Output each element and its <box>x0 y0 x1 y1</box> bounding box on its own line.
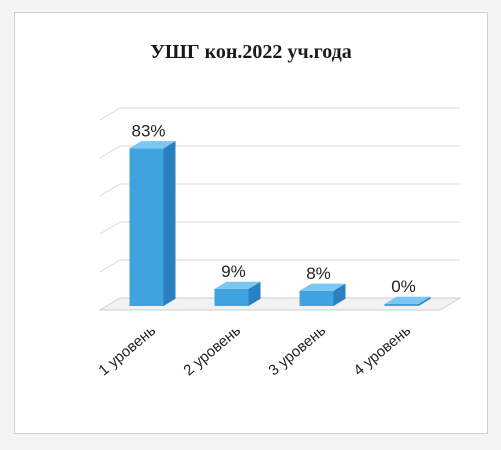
bar-side <box>164 141 176 306</box>
gridline-side <box>100 222 120 234</box>
bar-front <box>385 304 419 306</box>
bars <box>130 141 431 306</box>
bar <box>130 141 176 306</box>
bar <box>300 284 346 306</box>
category-label: 1 уровень <box>95 322 159 379</box>
bar-front <box>215 289 249 306</box>
bar-front <box>130 148 164 306</box>
category-label: 3 уровень <box>265 322 329 379</box>
gridline-side <box>100 260 120 272</box>
gridline-side <box>100 184 120 196</box>
category-label: 2 уровень <box>180 322 244 379</box>
category-label: 4 уровень <box>350 322 414 379</box>
gridline-side <box>100 108 120 120</box>
data-label: 9% <box>221 262 246 281</box>
gridline-side <box>100 146 120 158</box>
category-ticks: 1 уровень 2 уровень 3 уровень 4 уровень <box>95 322 414 379</box>
bar <box>215 282 261 306</box>
data-label: 8% <box>306 264 331 283</box>
data-label: 83% <box>131 121 165 140</box>
bar-front <box>300 291 334 306</box>
data-label: 0% <box>391 277 416 296</box>
